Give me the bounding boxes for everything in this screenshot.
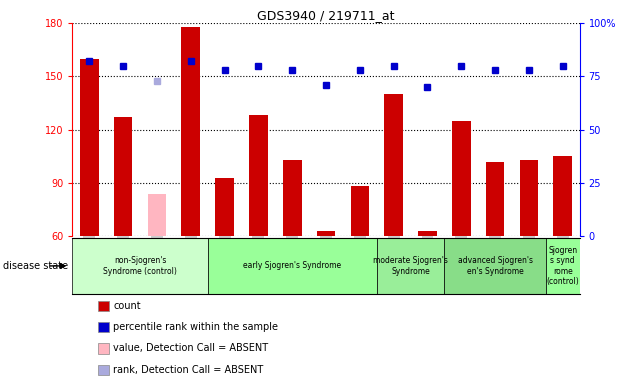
Bar <box>98 343 109 354</box>
Bar <box>377 238 444 294</box>
Bar <box>444 238 546 294</box>
Bar <box>208 238 377 294</box>
Text: early Sjogren's Syndrome: early Sjogren's Syndrome <box>243 262 341 270</box>
Text: Sjogren
s synd
rome
(control): Sjogren s synd rome (control) <box>546 246 579 286</box>
Bar <box>452 121 471 236</box>
Bar <box>98 322 109 333</box>
Bar <box>72 238 208 294</box>
Bar <box>553 156 572 236</box>
Text: disease state: disease state <box>3 261 68 271</box>
Bar <box>98 364 109 375</box>
Bar <box>181 26 200 236</box>
Bar <box>215 177 234 236</box>
Bar <box>98 301 109 311</box>
Text: moderate Sjogren's
Syndrome: moderate Sjogren's Syndrome <box>373 256 448 276</box>
Text: rank, Detection Call = ABSENT: rank, Detection Call = ABSENT <box>113 364 263 375</box>
Title: GDS3940 / 219711_at: GDS3940 / 219711_at <box>257 9 395 22</box>
Bar <box>249 115 268 236</box>
Text: advanced Sjogren's
en's Syndrome: advanced Sjogren's en's Syndrome <box>457 256 532 276</box>
Text: value, Detection Call = ABSENT: value, Detection Call = ABSENT <box>113 343 268 354</box>
Bar <box>546 238 580 294</box>
Bar <box>317 231 335 236</box>
Text: percentile rank within the sample: percentile rank within the sample <box>113 322 278 333</box>
Bar <box>283 160 302 236</box>
Text: non-Sjogren's
Syndrome (control): non-Sjogren's Syndrome (control) <box>103 256 177 276</box>
Bar <box>418 231 437 236</box>
Bar <box>520 160 538 236</box>
Bar <box>486 162 505 236</box>
Bar <box>384 94 403 236</box>
Bar <box>350 187 369 236</box>
Bar <box>147 194 166 236</box>
Bar <box>80 58 99 236</box>
Bar <box>114 117 132 236</box>
Text: count: count <box>113 301 140 311</box>
